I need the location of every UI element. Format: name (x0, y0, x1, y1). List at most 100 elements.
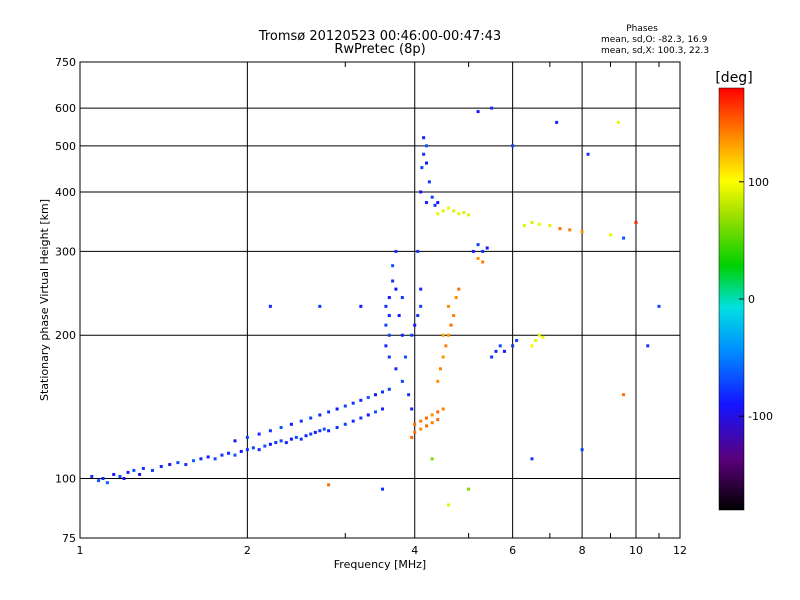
data-point (351, 401, 355, 405)
data-point (534, 338, 538, 342)
plot-frame (79, 61, 681, 539)
data-point (132, 468, 136, 472)
data-point (537, 222, 541, 226)
data-point (239, 449, 243, 453)
y-tick-label: 300 (55, 245, 76, 258)
data-point (425, 424, 429, 428)
data-point (400, 333, 404, 337)
y-tick-label: 500 (55, 140, 76, 153)
data-point (430, 457, 434, 461)
data-point (359, 304, 363, 308)
data-point (413, 430, 417, 434)
data-point (410, 407, 414, 411)
data-point (351, 419, 355, 423)
data-point (481, 260, 485, 264)
data-point (494, 349, 498, 353)
data-point (257, 448, 261, 452)
phase-info-o: mean, sd,O: -82.3, 16.9 (601, 35, 708, 45)
data-point (245, 448, 249, 452)
data-point (90, 474, 94, 478)
y-tick-label: 600 (55, 102, 76, 115)
data-point (502, 349, 506, 353)
data-point (413, 422, 417, 426)
data-point (168, 463, 172, 467)
data-point (359, 398, 363, 402)
data-point (257, 432, 261, 436)
data-point (397, 314, 401, 318)
data-point (430, 421, 434, 425)
data-point (112, 472, 116, 476)
data-point (530, 221, 534, 225)
data-point (400, 296, 404, 300)
data-point (419, 427, 423, 431)
data-point (422, 152, 426, 156)
data-point (387, 296, 391, 300)
data-point (268, 442, 272, 446)
data-point (441, 407, 445, 411)
data-point (159, 464, 163, 468)
colorbar-tick-label: 100 (748, 176, 769, 189)
y-axis-label: Stationary phase Virtual Height [km] (38, 199, 51, 401)
y-tick-label: 75 (62, 532, 76, 545)
data-point (268, 429, 272, 433)
data-point (537, 333, 541, 337)
data-point (413, 323, 417, 327)
chart-subtitle: RwPretec (8p) (334, 42, 425, 57)
data-point (476, 110, 480, 114)
data-point (176, 461, 180, 465)
data-point (387, 355, 391, 359)
data-point (233, 439, 237, 443)
data-point (289, 437, 293, 441)
data-point (335, 425, 339, 429)
data-point (400, 379, 404, 383)
colorbar-tick-label: -100 (748, 410, 773, 423)
data-point (213, 457, 217, 461)
data-point (511, 144, 515, 148)
data-point (191, 459, 195, 463)
data-point (452, 314, 456, 318)
data-point (444, 344, 448, 348)
data-point (184, 463, 188, 467)
data-point (419, 190, 423, 194)
data-point (318, 429, 322, 433)
data-point (343, 404, 347, 408)
data-point (446, 333, 450, 337)
data-point (476, 256, 480, 260)
data-point (380, 487, 384, 491)
data-point (141, 466, 145, 470)
data-point (441, 333, 445, 337)
data-point (616, 120, 620, 124)
data-point (199, 457, 203, 461)
y-tick-label: 200 (55, 329, 76, 342)
data-point (384, 344, 388, 348)
data-point (335, 407, 339, 411)
data-point (471, 249, 475, 253)
data-point (227, 451, 231, 455)
data-point (394, 249, 398, 253)
data-point (481, 249, 485, 253)
data-point (467, 213, 471, 217)
x-tick-label: 2 (244, 544, 251, 557)
data-point (555, 120, 559, 124)
data-point (251, 446, 255, 450)
data-point (441, 209, 445, 213)
data-point (657, 304, 661, 308)
data-point (446, 206, 450, 210)
x-tick-label: 1 (77, 544, 84, 557)
data-point (436, 212, 440, 216)
data-point (373, 393, 377, 397)
data-point (416, 249, 420, 253)
data-point (309, 416, 313, 420)
data-point (449, 323, 453, 327)
data-point (646, 344, 650, 348)
data-point (359, 416, 363, 420)
data-point (425, 161, 429, 165)
data-point (391, 264, 395, 268)
data-point (430, 195, 434, 199)
data-point (446, 304, 450, 308)
data-point (586, 152, 590, 156)
data-point (318, 413, 322, 417)
data-point (425, 201, 429, 205)
data-point (425, 416, 429, 420)
